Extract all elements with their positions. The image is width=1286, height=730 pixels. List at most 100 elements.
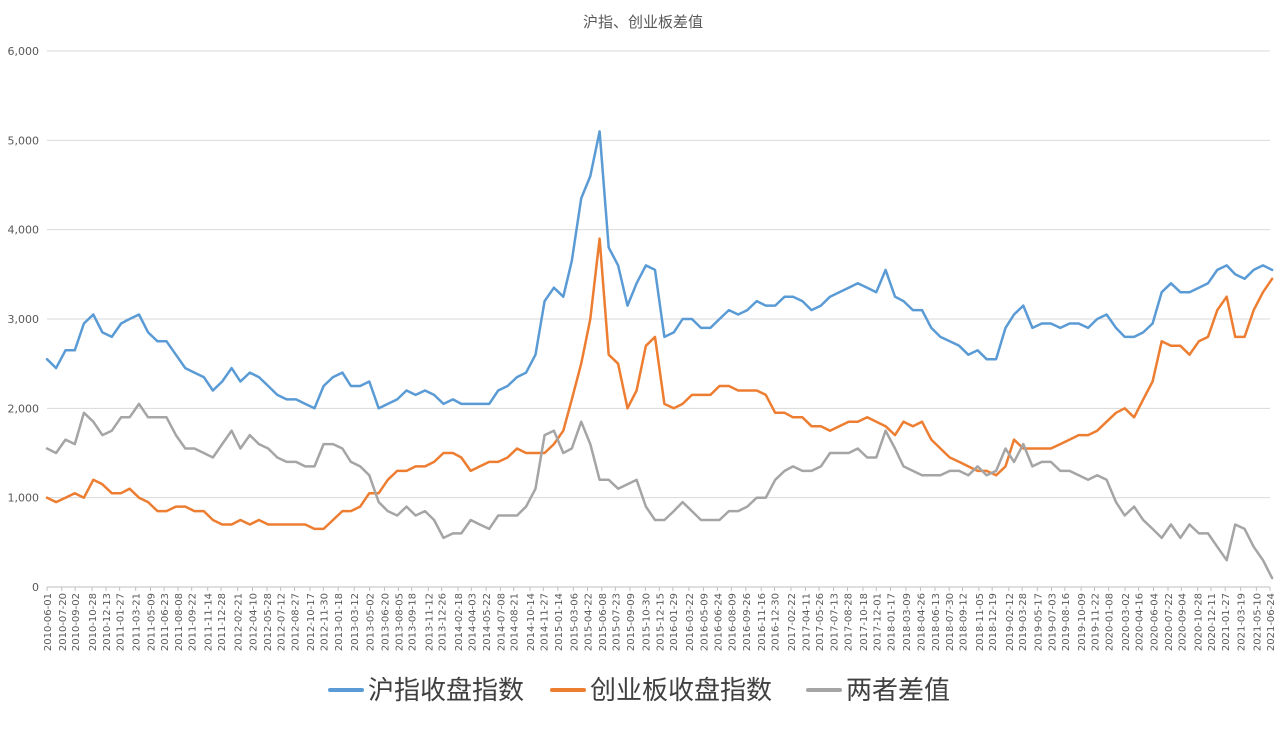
- x-tick-label: 2013-05-02: [366, 593, 377, 651]
- x-tick-label: 2018-07-30: [945, 593, 956, 651]
- x-tick-label: 2020-04-16: [1135, 593, 1146, 651]
- x-tick-label: 2012-07-12: [277, 593, 288, 651]
- x-tick-label: 2011-05-09: [147, 593, 158, 651]
- x-tick-label: 2019-10-09: [1077, 593, 1088, 651]
- x-tick-label: 2016-11-16: [757, 593, 768, 651]
- x-tick-label: 2020-06-04: [1149, 593, 1160, 651]
- x-tick-label: 2020-03-02: [1121, 593, 1132, 651]
- x-tick-label: 2019-08-16: [1061, 593, 1072, 651]
- x-tick-label: 2012-04-10: [248, 593, 259, 651]
- series-lines: [45, 130, 1274, 580]
- x-tick-label: 2019-07-03: [1047, 593, 1058, 651]
- x-tick-label: 2016-03-22: [685, 593, 696, 651]
- x-tick-label: 2014-04-03: [467, 593, 478, 651]
- y-axis: 0 1,000 2,000 3,000 4,000 5,000 6,000: [8, 45, 40, 594]
- x-tick-label: 2014-05-22: [482, 593, 493, 651]
- x-tick-label: 2016-12-30: [771, 593, 782, 651]
- x-tick-label: 2014-07-08: [496, 593, 507, 651]
- x-tick-label: 2012-08-27: [291, 593, 302, 651]
- legend-label: 创业板收盘指数: [590, 676, 772, 706]
- x-tick-label: 2017-08-28: [844, 593, 855, 651]
- x-tick-label: 2019-02-12: [1005, 593, 1016, 651]
- x-tick-label: 2013-09-18: [408, 593, 419, 651]
- x-tick-label: 2012-11-30: [319, 593, 330, 651]
- x-tick-label: 2017-04-11: [801, 593, 812, 651]
- x-tick-label: 2013-08-05: [394, 593, 405, 651]
- x-tick-label: 2013-01-18: [334, 593, 345, 651]
- y-tick-label: 5,000: [8, 134, 40, 147]
- legend: 沪指收盘指数 创业板收盘指数 两者差值: [328, 676, 950, 706]
- x-tick-label: 2019-05-17: [1033, 593, 1044, 651]
- x-tick-label: 2021-03-19: [1237, 593, 1248, 651]
- x-tick-label: 2012-02-21: [234, 593, 245, 651]
- x-tick-label: 2014-10-14: [526, 593, 537, 651]
- x-tick-label: 2018-06-13: [931, 593, 942, 651]
- legend-label: 两者差值: [846, 676, 950, 706]
- x-tick-label: 2011-09-22: [188, 593, 199, 651]
- x-tick-label: 2021-05-10: [1252, 593, 1263, 651]
- x-tick-label: 2013-03-12: [350, 593, 361, 651]
- x-tick-label: 2017-10-18: [859, 593, 870, 651]
- x-tick-label: 2010-06-01: [43, 593, 54, 651]
- x-tick-label: 2011-03-21: [132, 593, 143, 651]
- x-tick-label: 2020-07-22: [1164, 593, 1175, 651]
- x-tick-label: 2011-01-27: [116, 593, 127, 651]
- x-tick-label: 2010-07-20: [58, 593, 69, 651]
- x-tick-label: 2017-12-01: [872, 593, 883, 651]
- x-tick-label: 2018-04-26: [916, 593, 927, 651]
- x-tick-label: 2020-12-11: [1207, 593, 1218, 651]
- x-tick-label: 2014-08-21: [510, 593, 521, 651]
- x-tick-label: 2017-02-22: [787, 593, 798, 651]
- x-tick-label: 2019-11-22: [1090, 593, 1101, 651]
- x-tick-label: 2020-10-28: [1194, 593, 1205, 651]
- x-tick-label: 2013-06-20: [380, 593, 391, 651]
- x-tick-label: 2015-10-30: [641, 593, 652, 651]
- x-tick-label: 2010-10-28: [88, 593, 99, 651]
- y-tick-label: 4,000: [8, 224, 40, 237]
- gridlines: [47, 50, 1270, 588]
- x-tick-label: 2020-09-04: [1177, 593, 1188, 651]
- x-tick-label: 2012-05-28: [263, 593, 274, 651]
- x-tick-label: 2016-05-09: [699, 593, 710, 651]
- x-tick-label: 2016-01-29: [669, 593, 680, 651]
- x-tick-label: 2011-11-14: [204, 593, 215, 651]
- x-tick-label: 2011-08-08: [174, 593, 185, 651]
- x-tick-label: 2015-07-23: [611, 593, 622, 651]
- x-tick-label: 2018-09-12: [959, 593, 970, 651]
- x-tick-label: 2014-02-18: [454, 593, 465, 651]
- x-tick-label: 2015-01-14: [554, 593, 565, 651]
- x-tick-label: 2010-12-13: [102, 593, 113, 651]
- chart-title: 沪指、创业板差值: [583, 13, 703, 31]
- y-tick-label: 3,000: [8, 313, 40, 326]
- y-tick-label: 2,000: [8, 402, 40, 415]
- y-tick-label: 0: [32, 581, 39, 594]
- x-tick-label: 2019-03-28: [1018, 593, 1029, 651]
- x-tick-label: 2018-01-17: [886, 593, 897, 651]
- x-tick-label: 2020-01-08: [1105, 593, 1116, 651]
- y-tick-label: 6,000: [8, 45, 40, 58]
- x-tick-label: 2011-06-23: [160, 593, 171, 651]
- x-tick-label: 2016-06-24: [713, 593, 724, 651]
- x-tick-label: 2015-03-06: [569, 593, 580, 651]
- x-tick-label: 2018-11-05: [975, 593, 986, 651]
- x-tick-label: 2013-11-12: [424, 593, 435, 651]
- x-axis: 2010-06-01 2010-07-20 2010-09-02 2010-10-28…: [43, 587, 1277, 651]
- x-tick-label: 2018-12-19: [988, 593, 999, 651]
- x-tick-label: 2017-07-13: [830, 593, 841, 651]
- x-tick-label: 2017-05-26: [815, 593, 826, 651]
- x-tick-label: 2021-01-27: [1221, 593, 1232, 651]
- series-line: [45, 237, 1274, 531]
- x-tick-label: 2015-09-09: [626, 593, 637, 651]
- x-tick-label: 2014-11-27: [539, 593, 550, 651]
- x-tick-label: 2021-06-24: [1266, 593, 1277, 651]
- x-tick-label: 2010-09-02: [71, 593, 82, 651]
- legend-label: 沪指收盘指数: [368, 676, 524, 706]
- x-tick-label: 2016-08-09: [727, 593, 738, 651]
- series-line: [45, 402, 1274, 580]
- x-tick-label: 2016-09-26: [742, 593, 753, 651]
- x-tick-label: 2015-06-08: [598, 593, 609, 651]
- x-tick-label: 2018-03-09: [902, 593, 913, 651]
- x-tick-label: 2011-12-28: [217, 593, 228, 651]
